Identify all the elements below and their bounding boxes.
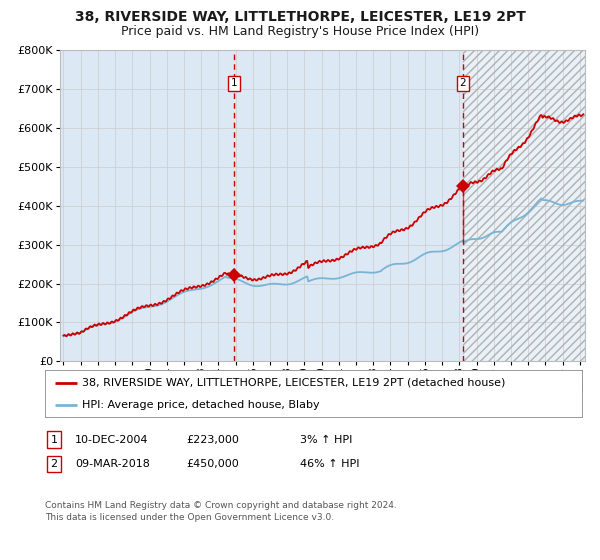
- Text: 46% ↑ HPI: 46% ↑ HPI: [300, 459, 359, 469]
- Bar: [463, 50, 585, 361]
- Text: 3% ↑ HPI: 3% ↑ HPI: [300, 435, 352, 445]
- Text: 1: 1: [50, 435, 58, 445]
- Text: 09-MAR-2018: 09-MAR-2018: [75, 459, 150, 469]
- Text: 38, RIVERSIDE WAY, LITTLETHORPE, LEICESTER, LE19 2PT: 38, RIVERSIDE WAY, LITTLETHORPE, LEICEST…: [74, 10, 526, 24]
- Text: £450,000: £450,000: [186, 459, 239, 469]
- Text: £223,000: £223,000: [186, 435, 239, 445]
- Text: 38, RIVERSIDE WAY, LITTLETHORPE, LEICESTER, LE19 2PT (detached house): 38, RIVERSIDE WAY, LITTLETHORPE, LEICEST…: [82, 378, 505, 388]
- Text: HPI: Average price, detached house, Blaby: HPI: Average price, detached house, Blab…: [82, 400, 319, 410]
- Text: Price paid vs. HM Land Registry's House Price Index (HPI): Price paid vs. HM Land Registry's House …: [121, 25, 479, 38]
- Text: 1: 1: [231, 78, 238, 88]
- Text: Contains HM Land Registry data © Crown copyright and database right 2024.
This d: Contains HM Land Registry data © Crown c…: [45, 501, 397, 522]
- Bar: [463, 50, 585, 361]
- Text: 2: 2: [460, 78, 466, 88]
- Text: 10-DEC-2004: 10-DEC-2004: [75, 435, 149, 445]
- Text: 2: 2: [50, 459, 58, 469]
